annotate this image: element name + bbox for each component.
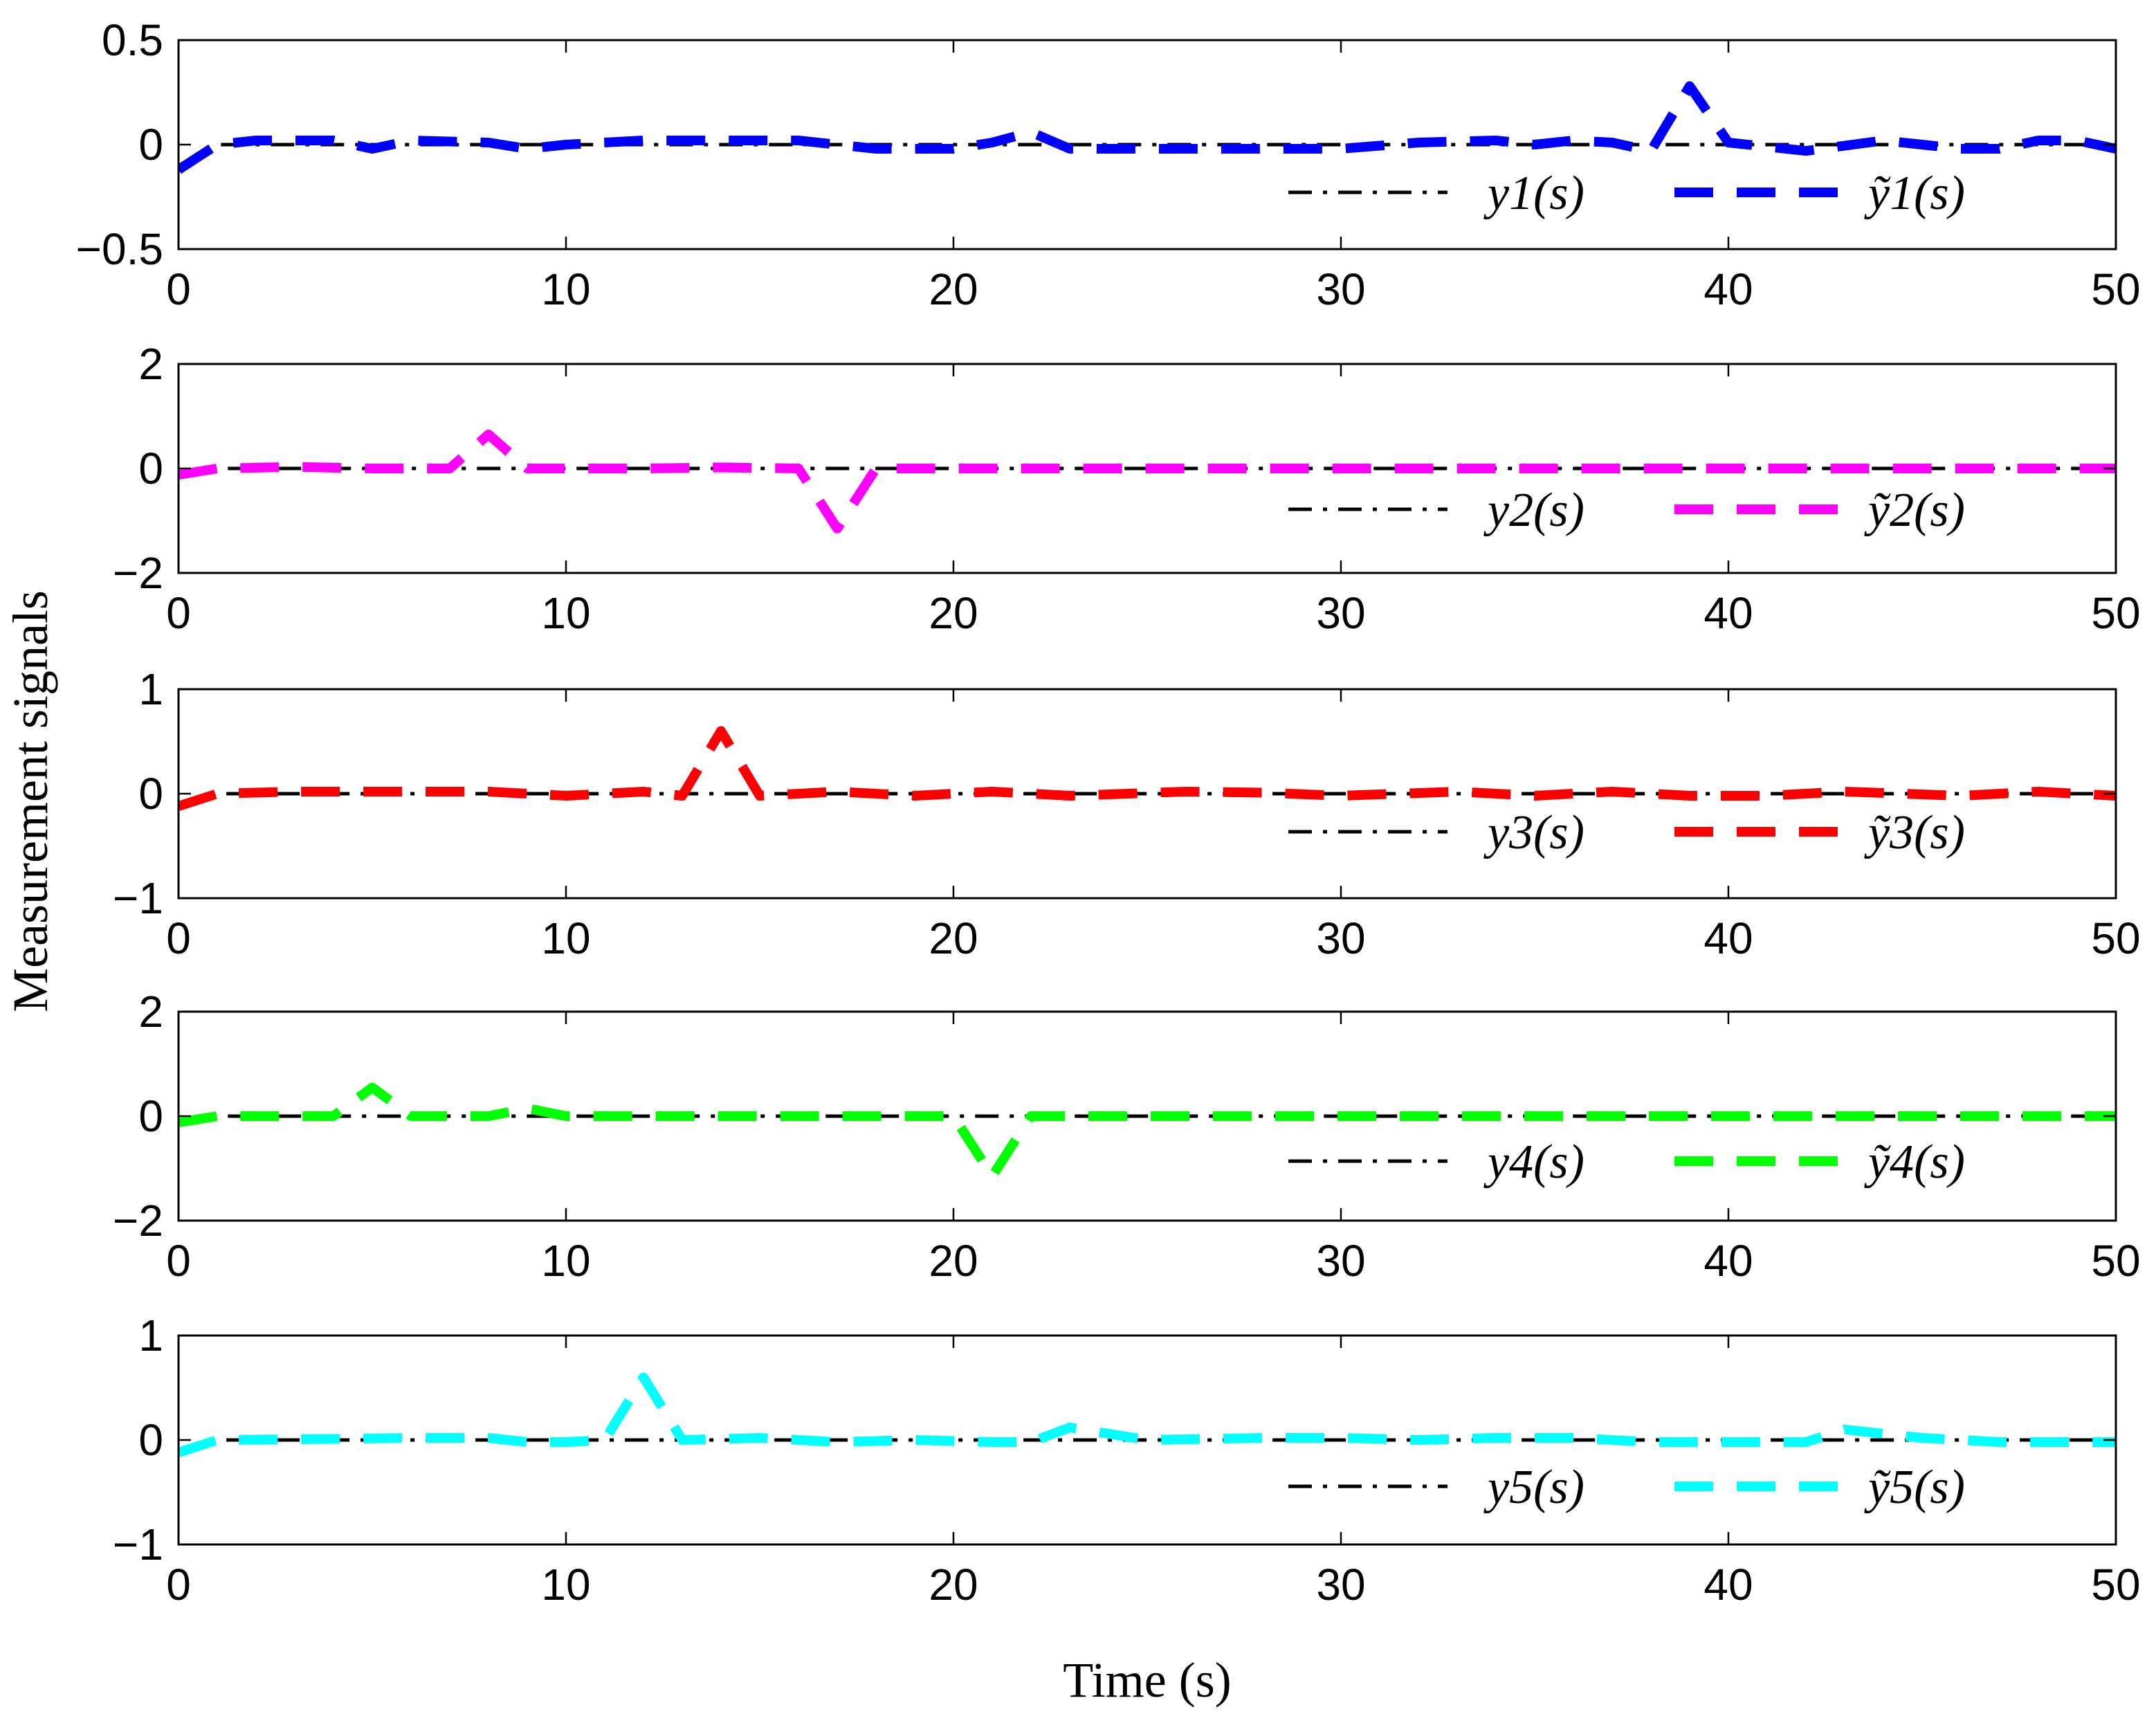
y-tick-label: 1 <box>138 664 163 714</box>
y-tick-label: 0.5 <box>102 15 163 65</box>
y-tick-label: 0 <box>138 1415 163 1465</box>
x-tick-label: 40 <box>1703 1236 1753 1286</box>
panels: 0 10 20 30 40 500.50−0.5y1(s) ỹ1(s)0 10 20 30 40 50… <box>76 15 2141 1610</box>
x-tick-label: 40 <box>1703 1560 1753 1610</box>
x-axis-label: Time (s) <box>1063 1652 1231 1708</box>
x-tick-label: 10 <box>541 913 590 963</box>
legend-label-nominal: y3(s) <box>1483 806 1584 859</box>
series-group <box>179 81 2116 174</box>
y-tick-label: −1 <box>113 873 163 923</box>
x-tick-label: 30 <box>1316 913 1365 963</box>
y-tick-label: 1 <box>138 1311 163 1360</box>
x-tick-label: 0 <box>166 1236 191 1286</box>
x-tick-label: 20 <box>929 588 978 638</box>
y-tick-label: 0 <box>138 769 163 819</box>
y-tick-label: −2 <box>113 548 163 598</box>
x-tick-label: 20 <box>929 913 978 963</box>
y-tick-label: 0 <box>138 1091 163 1141</box>
legend-label-nominal: y2(s) <box>1483 484 1584 537</box>
legend: y4(s) ỹ4(s) <box>1288 1136 1965 1189</box>
series-group <box>179 1372 2116 1457</box>
x-tick-label: 10 <box>541 1236 590 1286</box>
x-tick-label: 40 <box>1703 588 1753 638</box>
x-tick-label: 30 <box>1316 1560 1365 1610</box>
x-tick-label: 30 <box>1316 588 1365 638</box>
y-tick-label: 0 <box>138 444 163 493</box>
x-tick-label: 50 <box>2091 588 2140 638</box>
series-line-measured <box>179 726 2116 811</box>
x-tick-label: 0 <box>166 913 191 963</box>
subplot-1: 0 10 20 30 40 500.50−0.5y1(s) ỹ1(s) <box>76 15 2141 314</box>
y-tick-label: −1 <box>113 1520 163 1569</box>
x-tick-label: 50 <box>2091 264 2140 314</box>
series-line-measured <box>179 1082 2116 1181</box>
legend-label-measured: ỹ5(s) <box>1864 1461 1965 1514</box>
x-tick-label: 10 <box>541 1560 590 1610</box>
legend-label-nominal: y1(s) <box>1483 167 1584 220</box>
x-tick-label: 10 <box>541 588 590 638</box>
x-tick-label: 30 <box>1316 264 1365 314</box>
x-tick-label: 40 <box>1703 913 1753 963</box>
legend: y5(s) ỹ5(s) <box>1288 1461 1965 1514</box>
y-axis-label: Measurement signals <box>3 590 58 1012</box>
x-tick-label: 20 <box>929 1560 978 1610</box>
y-tick-label: −0.5 <box>76 224 163 274</box>
legend-label-measured: ỹ1(s) <box>1864 167 1965 220</box>
x-tick-label: 50 <box>2091 1236 2140 1286</box>
x-tick-label: 0 <box>166 1560 191 1610</box>
x-tick-label: 50 <box>2091 913 2140 963</box>
x-tick-label: 50 <box>2091 1560 2140 1610</box>
y-tick-label: 2 <box>138 339 163 389</box>
series-line-measured <box>179 429 2116 534</box>
series-group <box>179 726 2116 811</box>
y-tick-label: −2 <box>113 1196 163 1246</box>
legend: y1(s) ỹ1(s) <box>1288 167 1965 220</box>
x-tick-label: 0 <box>166 588 191 638</box>
y-tick-label: 2 <box>138 987 163 1037</box>
x-tick-label: 0 <box>166 264 191 314</box>
legend-label-measured: ỹ4(s) <box>1864 1136 1965 1189</box>
x-tick-label: 10 <box>541 264 590 314</box>
legend-label-measured: ỹ2(s) <box>1864 484 1965 537</box>
y-tick-label: 0 <box>138 120 163 170</box>
legend: y3(s) ỹ3(s) <box>1288 806 1965 859</box>
legend-label-nominal: y5(s) <box>1483 1461 1584 1514</box>
legend-label-nominal: y4(s) <box>1483 1136 1584 1189</box>
series-line-measured <box>179 1372 2116 1457</box>
x-tick-label: 40 <box>1703 264 1753 314</box>
x-tick-label: 30 <box>1316 1236 1365 1286</box>
x-tick-label: 20 <box>929 1236 978 1286</box>
legend: y2(s) ỹ2(s) <box>1288 484 1965 537</box>
series-group <box>179 429 2116 534</box>
x-tick-label: 20 <box>929 264 978 314</box>
legend-label-measured: ỹ3(s) <box>1864 806 1965 859</box>
series-group <box>179 1082 2116 1181</box>
